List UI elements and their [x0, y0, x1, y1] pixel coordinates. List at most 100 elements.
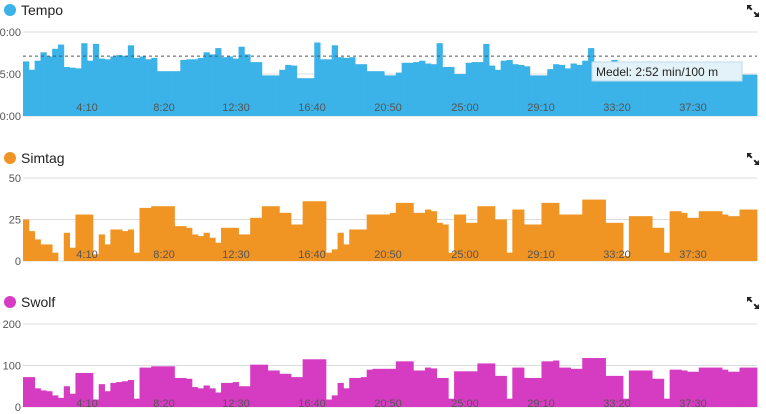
bar — [46, 391, 53, 407]
bar — [512, 367, 519, 407]
bar — [139, 207, 146, 261]
bar — [576, 368, 583, 407]
bar — [52, 395, 59, 407]
x-tick-label: 33:20 — [603, 398, 631, 410]
tempo-bar — [34, 60, 41, 116]
series-bars — [23, 42, 758, 117]
bar — [186, 227, 193, 261]
bar — [355, 229, 362, 261]
bar — [582, 199, 589, 261]
tempo-bar — [611, 60, 618, 116]
tempo-bar — [640, 69, 647, 116]
bar — [104, 244, 111, 261]
swolf-expand-icon[interactable] — [746, 296, 760, 310]
bar — [331, 395, 338, 407]
bar — [628, 216, 636, 261]
bar — [232, 382, 239, 407]
bar — [23, 219, 30, 261]
tempo-bar — [675, 67, 682, 116]
bar — [599, 358, 606, 407]
bar — [518, 367, 525, 407]
bar — [483, 363, 490, 407]
tempo-bar — [657, 65, 665, 116]
x-tick-label: 4:10 — [76, 398, 97, 410]
bar — [675, 211, 682, 261]
bar — [588, 199, 595, 261]
bar — [739, 209, 746, 261]
bar — [320, 201, 327, 261]
bar — [588, 358, 595, 407]
tempo-bar — [401, 62, 408, 116]
tempo-bar — [605, 62, 612, 116]
bar — [698, 367, 705, 407]
bar — [133, 252, 140, 261]
bar — [203, 385, 210, 407]
bar — [186, 378, 193, 407]
bar — [308, 359, 315, 407]
bar — [296, 224, 304, 261]
bar — [203, 232, 210, 261]
simtag-expand-icon[interactable] — [746, 152, 760, 166]
bar — [413, 212, 420, 261]
tempo-bar — [279, 69, 286, 116]
bar — [593, 358, 601, 407]
x-tick-label: 12:30 — [222, 102, 250, 114]
tempo-bar — [180, 60, 187, 116]
bar — [139, 367, 146, 407]
bar — [349, 377, 356, 407]
bar — [221, 227, 228, 261]
x-tick-label: 12:30 — [222, 398, 250, 410]
tempo-bar — [63, 67, 71, 116]
tempo-expand-icon[interactable] — [746, 4, 760, 18]
x-tick-label: 33:20 — [603, 102, 631, 114]
bar — [337, 382, 344, 407]
bar — [151, 206, 158, 261]
tempo-bar — [104, 59, 111, 116]
bar — [390, 212, 397, 261]
tempo-bar — [337, 57, 344, 116]
bar — [547, 202, 554, 261]
bar — [395, 361, 403, 407]
tempo-bar — [623, 63, 630, 116]
tempo-bar — [459, 74, 467, 116]
bar — [127, 380, 135, 408]
bar — [558, 367, 566, 407]
tempo-bar — [139, 56, 146, 116]
x-tick-label: 37:30 — [679, 249, 707, 261]
bar — [710, 211, 717, 261]
bar — [34, 239, 41, 261]
bar — [430, 368, 438, 407]
bar — [127, 229, 135, 261]
bar — [87, 372, 94, 407]
x-tick-label: 29:10 — [527, 249, 555, 261]
swolf-title: Swolf — [21, 294, 56, 310]
bar — [512, 209, 519, 261]
x-tick-label: 20:50 — [374, 249, 402, 261]
tempo-bar — [739, 74, 746, 116]
tempo-bar — [413, 62, 420, 116]
bar — [727, 371, 735, 407]
bar — [285, 212, 292, 261]
y-tick-label: 0 — [15, 402, 21, 414]
bar — [279, 373, 286, 407]
tempo-bar — [145, 59, 152, 116]
simtag-title: Simtag — [21, 150, 65, 166]
bar — [261, 206, 269, 261]
tempo-bar — [372, 71, 379, 116]
bar — [739, 367, 746, 407]
tempo-bar — [698, 73, 705, 116]
tempo-bar — [290, 65, 298, 116]
bar — [704, 211, 711, 261]
bar — [535, 224, 542, 261]
tempo-bar — [390, 75, 397, 116]
bar — [483, 206, 490, 261]
tempo-legend-dot — [4, 4, 16, 16]
bar — [325, 252, 333, 261]
bar — [698, 211, 705, 261]
bar — [599, 199, 606, 261]
bar — [209, 237, 216, 261]
bar — [162, 366, 170, 407]
tempo-bar — [250, 62, 257, 116]
tempo-bar — [314, 42, 321, 116]
bar — [23, 377, 30, 407]
